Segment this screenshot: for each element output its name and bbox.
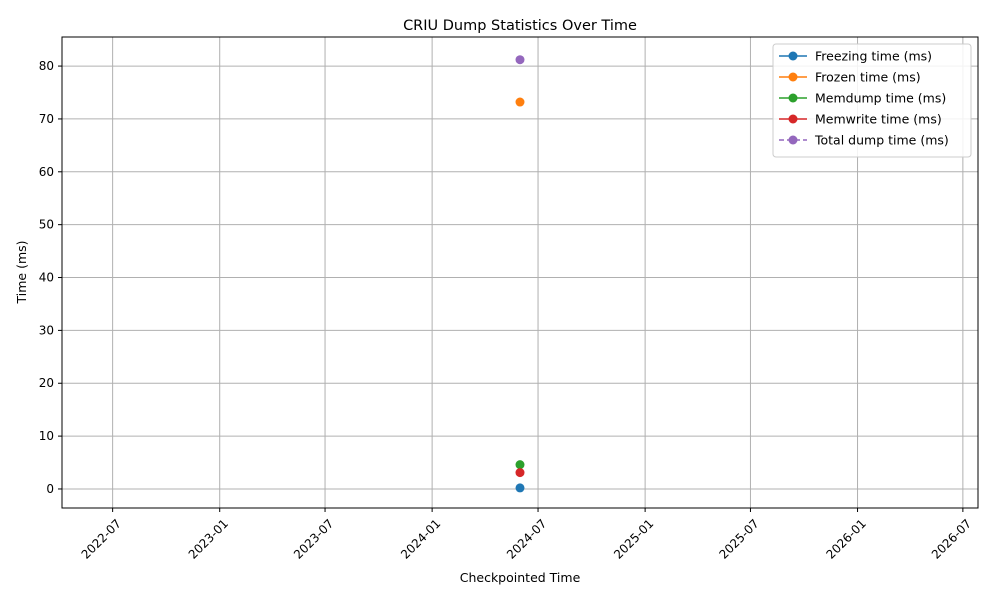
legend-box xyxy=(772,43,972,158)
y-tick-label: 80 xyxy=(39,59,54,73)
y-tick-label: 0 xyxy=(46,482,54,496)
x-tick-label: 2024-01 xyxy=(398,516,443,561)
legend-marker xyxy=(788,93,798,103)
series-memwrite-time-ms xyxy=(515,468,525,478)
y-tick-label: 60 xyxy=(39,165,54,179)
y-axis-ticks: 0 10 20 30 40 50 60 70 80 xyxy=(39,59,62,496)
series-memdump-time-ms xyxy=(515,460,525,470)
data-point xyxy=(515,97,525,107)
legend: Freezing time (ms) Frozen time (ms) Memdum… xyxy=(772,43,972,158)
y-tick-label: 70 xyxy=(39,112,54,126)
series-total-dump-time-ms xyxy=(515,55,525,65)
legend-marker xyxy=(788,114,798,124)
x-tick-label: 2023-07 xyxy=(291,516,336,561)
x-tick-label: 2023-01 xyxy=(186,516,231,561)
legend-marker xyxy=(788,135,798,145)
x-tick-label: 2026-07 xyxy=(929,516,974,561)
data-point xyxy=(515,483,525,493)
grid xyxy=(62,37,978,508)
data-point xyxy=(515,468,525,478)
series-freezing-time-ms xyxy=(515,483,525,493)
chart-title: CRIU Dump Statistics Over Time xyxy=(403,18,637,34)
series-frozen-time-ms xyxy=(515,97,525,107)
legend-label: Total dump time (ms) xyxy=(814,133,949,148)
legend-label: Frozen time (ms) xyxy=(815,70,921,85)
legend-label: Memwrite time (ms) xyxy=(815,112,942,127)
legend-marker xyxy=(788,51,798,61)
plot-frame xyxy=(61,36,979,509)
series-layer xyxy=(515,55,525,493)
data-point xyxy=(515,55,525,65)
x-tick-label: 2025-01 xyxy=(611,516,656,561)
x-tick-label: 2024-07 xyxy=(504,516,549,561)
data-point xyxy=(515,460,525,470)
y-tick-label: 20 xyxy=(39,376,54,390)
y-tick-label: 40 xyxy=(39,271,54,285)
y-tick-label: 10 xyxy=(39,429,54,443)
x-axis-ticks: 2022-07 2023-01 2023-07 2024-01 2024-07 2025-… xyxy=(79,508,974,562)
legend-marker xyxy=(788,72,798,82)
x-tick-label: 2025-07 xyxy=(716,516,761,561)
x-tick-label: 2022-07 xyxy=(79,516,124,561)
legend-label: Freezing time (ms) xyxy=(815,49,932,64)
y-axis-label: Time (ms) xyxy=(14,240,29,304)
y-tick-label: 50 xyxy=(39,218,54,232)
x-axis-label: Checkpointed Time xyxy=(460,570,581,585)
legend-label: Memdump time (ms) xyxy=(815,91,946,106)
y-tick-label: 30 xyxy=(39,323,54,337)
x-tick-label: 2026-01 xyxy=(824,516,869,561)
